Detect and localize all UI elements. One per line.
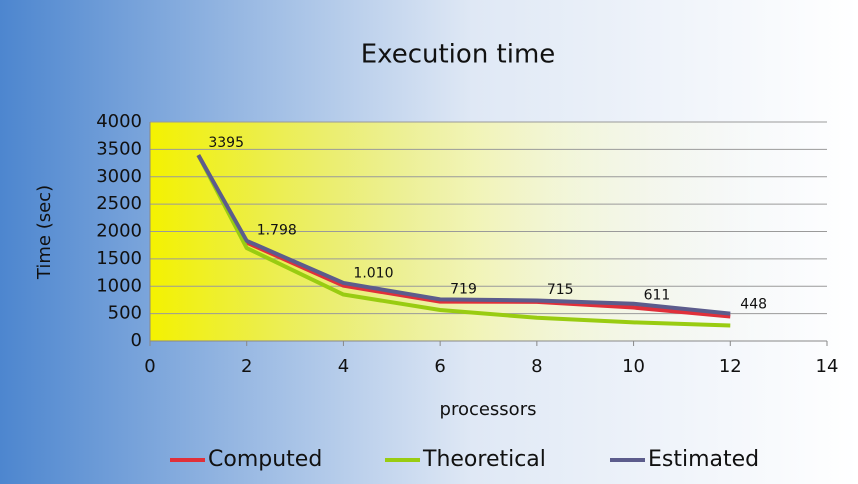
y-tick-label: 3000 [96,166,142,187]
x-tick-label: 2 [241,356,252,377]
x-axis-label: processors [440,399,537,420]
line-series [196,154,731,316]
y-tick-label: 2000 [96,221,142,242]
data-label: 611 [644,288,671,304]
y-tick-label: 1000 [96,275,142,296]
data-label: 448 [740,296,767,312]
x-tick-label: 0 [144,356,155,377]
y-tick-label: 4000 [96,111,142,132]
x-tick-label: 12 [719,356,742,377]
x-tick-label: 14 [816,356,839,377]
legend-label: Computed [208,447,322,472]
y-tick-label: 1500 [96,248,142,269]
y-axis-label: Time (sec) [34,185,55,280]
line-series [196,154,731,328]
data-label: 715 [547,282,574,298]
data-label: 1.010 [353,266,393,282]
legend-label: Estimated [648,447,759,472]
y-tick-label: 3500 [96,138,142,159]
chart-title: Execution time [361,40,556,70]
legend-label: Theoretical [422,447,546,472]
y-tick-label: 2500 [96,193,142,214]
x-tick-label: 4 [338,356,349,377]
data-label: 1.798 [257,223,297,239]
x-tick-label: 10 [622,356,645,377]
x-tick-label: 6 [434,356,445,377]
y-tick-label: 0 [131,330,142,351]
x-tick-label: 8 [531,356,542,377]
data-label: 719 [450,282,477,298]
y-tick-label: 500 [108,303,142,324]
data-label: 3395 [208,135,244,151]
